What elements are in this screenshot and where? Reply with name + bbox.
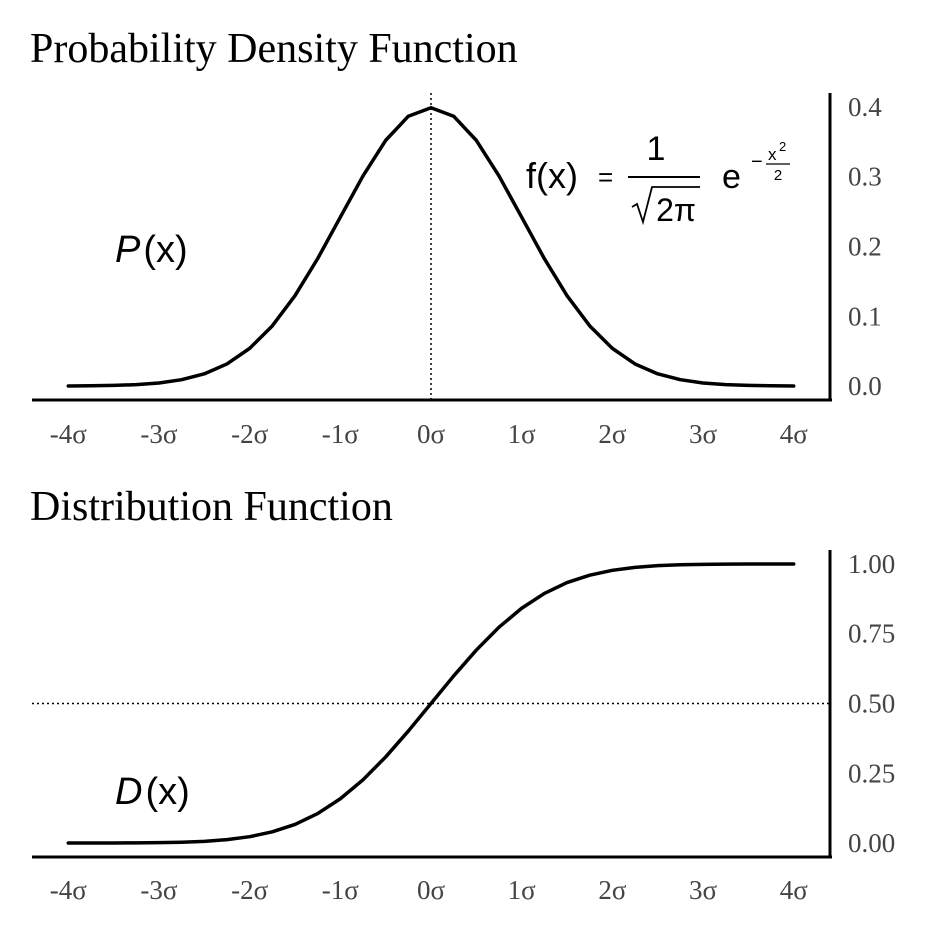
y-tick-label: 1.00 xyxy=(848,549,895,579)
formula-equals: = xyxy=(598,162,613,192)
x-tick-label: 1σ xyxy=(508,875,537,905)
x-tick-label: -2σ xyxy=(231,875,268,905)
x-tick-label: 2σ xyxy=(598,419,627,449)
formula-numerator: 1 xyxy=(647,130,666,168)
y-tick-label: 0.50 xyxy=(848,689,895,719)
x-tick-label: 1σ xyxy=(508,419,537,449)
chart-title: Probability Density Function xyxy=(30,26,518,72)
annotation-args: (x) xyxy=(143,229,187,271)
x-tick-label: -3σ xyxy=(140,875,177,905)
x-tick-label: 2σ xyxy=(598,875,627,905)
x-tick-label: -1σ xyxy=(322,419,359,449)
annotation-symbol: P xyxy=(115,229,141,271)
formula-exp-den: 2 xyxy=(774,167,782,184)
x-tick-label: 0σ xyxy=(417,419,446,449)
y-tick-label: 0.75 xyxy=(848,619,895,649)
x-tick-label: -3σ xyxy=(140,419,177,449)
radical-sign xyxy=(631,186,700,226)
x-tick-label: 3σ xyxy=(689,875,718,905)
y-tick-label: 0.00 xyxy=(848,828,895,858)
y-tick-label: 0.25 xyxy=(848,758,895,788)
annotation: D(x) xyxy=(115,771,190,813)
formula-exp-sign: − xyxy=(751,151,763,173)
line xyxy=(66,562,796,845)
y-tick-label: 0.4 xyxy=(848,92,882,122)
chart-title: Distribution Function xyxy=(30,484,393,530)
y-tick-label: 0.2 xyxy=(848,232,882,262)
formula-lhs: f(x) xyxy=(526,155,578,196)
y-tick-label: 0.1 xyxy=(848,301,882,331)
x-tick-label: -2σ xyxy=(231,419,268,449)
annotation: P(x) xyxy=(115,229,188,271)
line xyxy=(66,105,796,388)
formula-base: e xyxy=(722,158,741,196)
annotation-symbol: D xyxy=(115,771,142,813)
x-tick-label: 3σ xyxy=(689,419,718,449)
x-tick-label: 4σ xyxy=(780,875,809,905)
formula-exp-num: x xyxy=(768,145,777,164)
formula-radicand: 2π xyxy=(656,192,696,228)
x-tick-label: 4σ xyxy=(780,419,809,449)
x-tick-label: -4σ xyxy=(50,419,87,449)
x-tick-label: -1σ xyxy=(322,875,359,905)
formula-exp-pow: 2 xyxy=(779,139,786,154)
y-tick-label: 0.0 xyxy=(848,371,882,401)
x-tick-label: 0σ xyxy=(417,875,446,905)
y-tick-label: 0.3 xyxy=(848,162,882,192)
annotation-args: (x) xyxy=(145,771,189,813)
x-tick-label: -4σ xyxy=(50,875,87,905)
